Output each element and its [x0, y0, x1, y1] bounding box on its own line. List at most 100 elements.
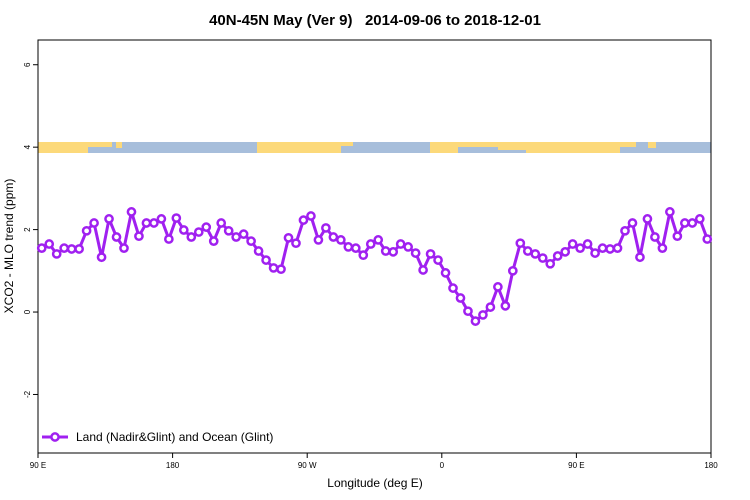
data-point: [657, 243, 668, 253]
land-ocean-strip: [38, 142, 711, 153]
data-point: [164, 234, 174, 244]
data-point: [231, 232, 242, 242]
data-point: [141, 218, 152, 228]
data-point: [223, 225, 234, 236]
y-tick-label: 4: [23, 144, 32, 149]
data-point: [560, 247, 571, 257]
data-point: [253, 246, 264, 256]
data-point: [433, 255, 443, 265]
data-point: [44, 239, 55, 249]
data-point: [672, 231, 683, 242]
data-point: [455, 293, 466, 303]
data-point: [582, 239, 593, 249]
data-point: [507, 265, 518, 276]
data-point: [283, 232, 294, 243]
data-point: [575, 243, 585, 253]
data-point: [515, 238, 526, 249]
data-point: [395, 239, 406, 249]
data-point: [358, 250, 369, 261]
data-point: [268, 263, 279, 273]
data-point: [36, 243, 47, 253]
data-point: [59, 243, 70, 253]
data-point: [261, 255, 271, 265]
data-point: [246, 236, 256, 246]
y-tick-label: 6: [23, 62, 32, 67]
data-point: [186, 232, 197, 242]
data-point: [552, 251, 563, 261]
data-point: [350, 243, 361, 253]
data-point: [276, 264, 286, 275]
data-point: [642, 214, 653, 224]
data-point: [81, 225, 92, 236]
data-point: [51, 249, 62, 259]
data-point: [111, 232, 122, 242]
data-point: [597, 243, 608, 253]
chart-title: 40N-45N May (Ver 9) 2014-09-06 to 2018-1…: [209, 12, 541, 29]
legend-label: Land (Nadir&Glint) and Ocean (Glint): [76, 430, 273, 444]
data-point: [687, 218, 698, 228]
data-point: [500, 301, 511, 311]
data-point: [134, 231, 144, 242]
data-point: [694, 214, 705, 224]
data-point: [567, 239, 578, 249]
x-tick-label: 90 W: [298, 461, 317, 470]
data-point: [298, 215, 309, 225]
x-tick-label: 0: [440, 461, 445, 470]
data-point: [620, 225, 630, 236]
data-point: [463, 306, 473, 317]
data-point: [485, 302, 496, 312]
data-point: [89, 218, 99, 228]
x-tick-label: 90 E: [30, 461, 46, 470]
data-point: [201, 222, 212, 232]
y-tick-label: -2: [23, 390, 32, 398]
data-point: [156, 214, 167, 224]
data-point: [208, 236, 219, 246]
x-tick-label: 180: [704, 461, 718, 470]
data-point: [96, 252, 107, 263]
data-point: [545, 258, 556, 269]
data-point: [522, 246, 533, 256]
data-point: [74, 244, 84, 254]
data-point: [448, 283, 458, 293]
data-point: [149, 218, 159, 228]
data-point: [328, 232, 339, 242]
data-point: [612, 243, 623, 253]
data-point: [493, 282, 503, 292]
data-point: [193, 227, 204, 237]
data-point: [665, 207, 675, 217]
data-point: [679, 218, 690, 228]
legend-marker: [50, 432, 60, 442]
data-point: [321, 223, 331, 233]
data-point: [238, 229, 249, 239]
data-point: [336, 235, 346, 245]
data-point: [478, 310, 488, 320]
x-tick-label: 90 E: [568, 461, 584, 470]
data-point: [343, 242, 354, 252]
data-point: [365, 239, 376, 249]
data-point: [119, 243, 129, 253]
data-point: [291, 238, 301, 249]
data-point: [66, 244, 77, 254]
data-point: [425, 249, 436, 259]
data-point: [530, 249, 541, 259]
data-point: [306, 211, 316, 221]
data-point: [313, 235, 324, 245]
data-point: [410, 248, 421, 258]
data-point: [104, 214, 114, 224]
data-point: [440, 268, 451, 278]
series-line: [41, 210, 709, 323]
data-point: [650, 232, 660, 242]
y-tick-label: 0: [23, 309, 32, 314]
data-point: [380, 246, 391, 256]
data-point: [418, 265, 428, 275]
y-axis-label: XCO2 - MLO trend (ppm): [2, 179, 16, 314]
data-point: [171, 213, 182, 223]
data-point: [635, 252, 645, 263]
x-tick-label: 180: [166, 461, 180, 470]
x-axis-label: Longitude (deg E): [327, 476, 422, 490]
data-point: [403, 242, 413, 252]
data-point: [627, 218, 638, 228]
data-point: [537, 253, 548, 263]
data-point: [470, 316, 481, 326]
